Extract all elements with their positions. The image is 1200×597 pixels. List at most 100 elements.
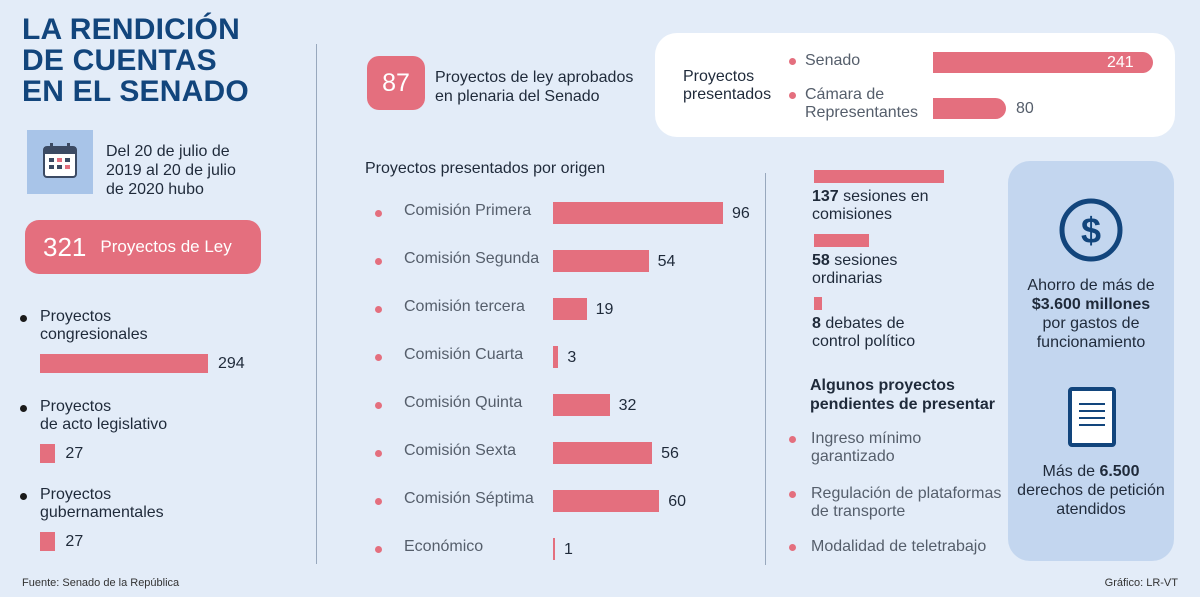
approved-label-line-1: Proyectos de ley aprobados xyxy=(435,69,634,86)
pending-item: Regulación de plataformas de transporte xyxy=(811,485,1001,521)
savings-amount: $3.600 millones xyxy=(1031,296,1151,313)
origin-bar xyxy=(553,250,649,272)
session-desc: sesiones en xyxy=(838,188,929,205)
origin-label: Comisión Séptima xyxy=(404,490,534,507)
presented-card-label: Proyectos presentados xyxy=(683,68,771,104)
svg-text:$: $ xyxy=(1081,210,1101,251)
savings-post-1: por gastos de xyxy=(1042,315,1140,332)
session-label: 8 debates de control político xyxy=(812,315,915,351)
origin-label: Comisión Primera xyxy=(404,202,532,219)
pending-item-line: de transporte xyxy=(811,503,906,520)
source-note: Fuente: Senado de la República xyxy=(22,577,180,589)
divider-left xyxy=(316,44,317,564)
pending-bullet xyxy=(789,544,796,551)
card-row-label-line: Representantes xyxy=(805,104,918,121)
savings-post-2: funcionamiento xyxy=(1036,334,1146,351)
session-bar xyxy=(814,234,870,247)
card-bar xyxy=(933,98,1007,119)
session-count: 58 xyxy=(812,252,830,269)
origin-label: Comisión Segunda xyxy=(404,250,540,267)
presented-label-line-2: presentados xyxy=(683,86,772,103)
pending-item-line: Ingreso mínimo xyxy=(811,430,922,447)
type-value: 27 xyxy=(65,533,84,550)
type-bar xyxy=(40,354,208,373)
petitions-pre: Más de xyxy=(1042,463,1100,480)
pending-bullet xyxy=(789,436,796,443)
type-label-line: Proyectos xyxy=(40,486,112,503)
session-bar xyxy=(814,297,822,310)
origin-bar xyxy=(553,298,587,320)
type-label: Proyectos gubernamentales xyxy=(40,486,164,522)
pending-title-line-2: pendientes de presentar xyxy=(810,396,995,413)
type-label-line: congresionales xyxy=(40,326,148,343)
origin-value: 60 xyxy=(668,493,687,510)
origin-label: Comisión tercera xyxy=(404,298,525,315)
petitions-post-1: derechos de petición xyxy=(1017,482,1165,499)
intro-text: Del 20 de julio de 2019 al 20 de julio d… xyxy=(106,143,236,198)
session-desc: sesiones xyxy=(829,252,898,269)
session-label-line: ordinarias xyxy=(812,270,883,287)
origin-bullet xyxy=(375,402,382,409)
origin-bullet xyxy=(375,354,382,361)
card-value: 80 xyxy=(1016,100,1034,117)
presented-card xyxy=(655,33,1175,137)
pending-title-line-1: Algunos proyectos xyxy=(810,377,955,394)
pending-item-line: Regulación de plataformas xyxy=(811,485,1002,502)
session-label: 58 sesiones ordinarias xyxy=(812,252,897,288)
origin-value: 1 xyxy=(564,541,573,558)
petitions-post-2: atendidos xyxy=(1056,501,1126,518)
origin-value: 96 xyxy=(732,205,750,222)
type-bar xyxy=(40,532,56,551)
bullet-dot xyxy=(20,493,27,500)
type-label: Proyectos congresionales xyxy=(40,308,148,344)
session-label-line: control político xyxy=(812,333,916,350)
session-count: 8 xyxy=(812,315,821,332)
origin-label: Comisión Sexta xyxy=(404,442,517,459)
origin-value: 3 xyxy=(567,349,577,366)
pending-item-line: Modalidad de teletrabajo xyxy=(811,538,987,555)
session-label-line: comisiones xyxy=(812,206,893,223)
total-value: 321 xyxy=(43,231,87,262)
session-count: 137 xyxy=(812,188,839,205)
origin-bullet xyxy=(375,498,382,505)
bullet-dot xyxy=(20,315,27,322)
card-bullet xyxy=(789,58,796,65)
type-label-line: de acto legislativo xyxy=(40,416,168,433)
type-label-line: Proyectos xyxy=(40,398,112,415)
session-label-line: 137 sesiones en xyxy=(812,188,929,206)
page-title: LA RENDICIÓN DE CUENTAS EN EL SENADO xyxy=(22,14,312,107)
type-bar xyxy=(40,444,56,463)
calendar-icon xyxy=(27,130,93,194)
card-row-label-line: Cámara de xyxy=(805,86,885,103)
bullet-dot xyxy=(20,405,27,412)
origin-value: 56 xyxy=(661,445,679,462)
total-label: Proyectos de Ley xyxy=(100,237,232,256)
petitions-amount: 6.500 xyxy=(1099,463,1140,480)
card-bullet xyxy=(789,92,796,99)
pending-item: Ingreso mínimo garantizado xyxy=(811,430,921,466)
approved-label: Proyectos de ley aprobados en plenaria d… xyxy=(435,68,633,106)
title-line-3: EN EL SENADO xyxy=(22,75,249,108)
origin-bullet xyxy=(375,258,382,265)
approved-label-line-2: en plenaria del Senado xyxy=(435,88,600,105)
origin-bullet xyxy=(375,546,382,553)
origin-bar xyxy=(553,202,723,224)
pending-title: Algunos proyectos pendientes de presenta… xyxy=(810,376,995,414)
origin-bullet xyxy=(375,306,382,313)
card-bar xyxy=(933,52,1153,73)
card-row-label-line: Senado xyxy=(805,52,861,69)
total-projects-badge: 321 Proyectos de Ley xyxy=(25,220,261,274)
origin-bullet xyxy=(375,450,382,457)
type-label-line: Proyectos xyxy=(40,308,112,325)
presented-label-line-1: Proyectos xyxy=(683,68,755,85)
card-row-label: Senado xyxy=(805,52,860,70)
pending-item: Modalidad de teletrabajo xyxy=(811,538,986,556)
origin-bar xyxy=(553,346,559,368)
origin-chart-title: Proyectos presentados por origen xyxy=(365,160,606,177)
divider-right xyxy=(765,173,766,565)
origin-value: 19 xyxy=(595,301,614,318)
pending-item-line: garantizado xyxy=(811,448,895,465)
document-icon xyxy=(1067,386,1117,453)
savings-pre: Ahorro de más de xyxy=(1027,277,1155,294)
origin-bar xyxy=(553,538,555,560)
